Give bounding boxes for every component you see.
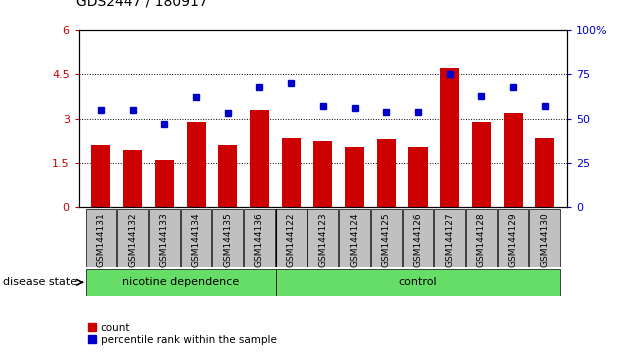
Bar [218,145,238,207]
Bar [244,209,275,267]
Text: GDS2447 / 180917: GDS2447 / 180917 [76,0,207,9]
Bar [276,269,560,296]
Bar [498,209,529,267]
Legend: count, percentile rank within the sample: count, percentile rank within the sample [84,318,281,349]
Text: GSM144136: GSM144136 [255,212,264,267]
Text: GSM144132: GSM144132 [128,212,137,267]
Bar [123,149,142,207]
Text: GSM144122: GSM144122 [287,212,295,267]
Text: GSM144134: GSM144134 [192,212,200,267]
Text: GSM144129: GSM144129 [508,212,518,267]
Bar [212,209,243,267]
Text: nicotine dependence: nicotine dependence [122,277,239,287]
Bar [466,209,497,267]
Bar [529,209,560,267]
Bar [86,269,276,296]
Bar [149,209,180,267]
Text: GSM144131: GSM144131 [96,212,105,267]
Bar [503,113,523,207]
Bar [403,209,433,267]
Text: disease state: disease state [3,277,77,287]
Bar [371,209,402,267]
Text: GSM144133: GSM144133 [160,212,169,267]
Text: GSM144124: GSM144124 [350,212,359,267]
Text: GSM144126: GSM144126 [413,212,423,267]
Bar [155,160,174,207]
Bar [250,110,269,207]
Bar [536,138,554,207]
Bar [117,209,148,267]
Text: GSM144128: GSM144128 [477,212,486,267]
Bar [345,147,364,207]
Bar [186,121,205,207]
Bar [86,209,117,267]
Text: GSM144123: GSM144123 [318,212,328,267]
Bar [434,209,465,267]
Text: GSM144130: GSM144130 [541,212,549,267]
Text: GSM144135: GSM144135 [223,212,232,267]
Bar [91,145,110,207]
Text: control: control [399,277,437,287]
Bar [377,139,396,207]
Bar [276,209,307,267]
Bar [181,209,212,267]
Bar [472,121,491,207]
Bar [307,209,338,267]
Bar [282,138,301,207]
Bar [408,147,428,207]
Bar [339,209,370,267]
Bar [313,141,333,207]
Text: GSM144125: GSM144125 [382,212,391,267]
Text: GSM144127: GSM144127 [445,212,454,267]
Bar [440,68,459,207]
